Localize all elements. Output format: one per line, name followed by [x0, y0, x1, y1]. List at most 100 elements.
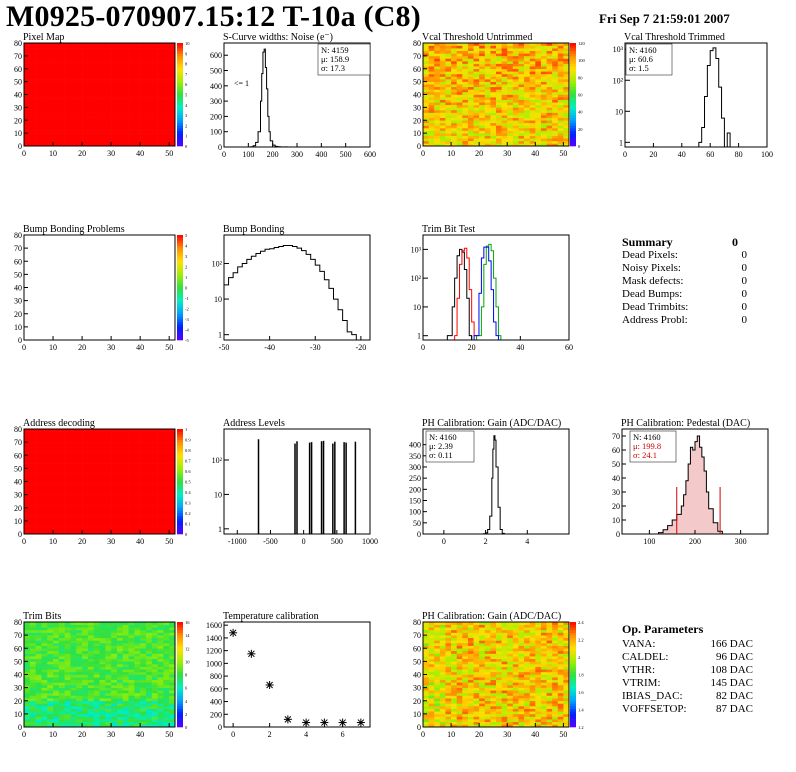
heatmap-cell — [47, 112, 54, 116]
heatmap-cell — [501, 86, 508, 90]
heatmap-cell — [111, 277, 118, 280]
heatmap-cell — [82, 305, 89, 309]
heatmap-cell — [82, 242, 89, 246]
heatmap-cell — [157, 687, 164, 691]
heatmap-cell — [105, 258, 112, 262]
heatmap-cell — [128, 719, 135, 723]
heatmap-cell — [24, 290, 31, 294]
heatmap-cell — [546, 61, 553, 64]
heatmap-cell — [151, 436, 158, 440]
heatmap-cell — [140, 724, 147, 728]
heatmap-cell — [87, 523, 94, 527]
heatmap-cell — [134, 513, 141, 516]
heatmap-cell — [140, 305, 147, 309]
heatmap-cell — [423, 55, 429, 59]
heatmap-cell — [64, 138, 71, 142]
heatmap-cell — [76, 91, 83, 95]
heatmap-cell — [134, 692, 141, 696]
heatmap-cell — [35, 235, 42, 238]
heatmap-cell — [134, 484, 141, 488]
heatmap-cell — [111, 66, 118, 70]
heatmap-cell — [41, 499, 48, 503]
heatmap-cell — [467, 112, 474, 116]
heatmap-cell — [82, 277, 89, 280]
heatmap-cell — [76, 55, 83, 59]
colorbar-segment — [177, 484, 183, 488]
heatmap-cell — [41, 94, 48, 98]
heatmap-cell — [163, 43, 170, 46]
heatmap-cell — [87, 319, 94, 322]
heatmap-cell — [105, 104, 112, 108]
heatmap-cell — [64, 690, 71, 694]
heatmap-cell — [29, 135, 36, 139]
heatmap-cell — [99, 494, 106, 498]
heatmap-cell — [111, 489, 118, 493]
heatmap-cell — [439, 120, 446, 124]
heatmap-cell — [151, 48, 158, 52]
heatmap-cell — [82, 68, 89, 72]
heatmap-cell — [70, 692, 77, 696]
heatmap-cell — [557, 66, 564, 70]
heatmap-cell — [47, 337, 54, 341]
heatmap-cell — [82, 507, 89, 511]
heatmap-cell — [428, 125, 435, 129]
heatmap-cell — [64, 679, 71, 683]
heatmap-cell — [105, 679, 112, 683]
heatmap-cell — [64, 518, 71, 522]
heatmap-cell — [169, 724, 176, 728]
heatmap-cell — [128, 468, 135, 472]
heatmap-cell — [105, 48, 112, 52]
heatmap-cell — [47, 245, 54, 249]
heatmap-cell — [134, 53, 141, 57]
heatmap-cell — [445, 43, 452, 46]
heatmap-cell — [122, 700, 129, 704]
heatmap-cell — [82, 706, 89, 709]
heatmap-cell — [128, 687, 135, 691]
heatmap-cell — [47, 91, 54, 95]
heatmap-cell — [47, 48, 54, 52]
heatmap-cell — [490, 127, 497, 131]
heatmap-cell — [145, 502, 153, 506]
heatmap-cell — [70, 434, 77, 438]
heatmap-cell — [53, 311, 60, 315]
heatmap-cell — [93, 138, 100, 142]
heatmap-cell — [24, 471, 31, 474]
heatmap-cell — [64, 308, 71, 312]
heatmap-cell — [58, 295, 65, 299]
heatmap-cell — [512, 117, 519, 121]
heatmap-cell — [157, 305, 164, 309]
colorbar-label: 4 — [185, 244, 188, 249]
heatmap-cell — [473, 81, 480, 85]
heatmap-cell — [151, 321, 158, 325]
heatmap-cell — [134, 73, 141, 77]
heatmap-cell — [145, 50, 153, 54]
heatmap-cell — [70, 439, 77, 443]
heatmap-cell — [169, 526, 176, 530]
heatmap-cell — [134, 332, 141, 336]
heatmap-cell — [557, 50, 564, 54]
heatmap-cell — [151, 692, 158, 696]
heatmap-cell — [58, 682, 65, 686]
heatmap-cell — [41, 248, 48, 252]
heatmap-cell — [87, 133, 94, 136]
heatmap-cell — [47, 292, 54, 296]
heatmap-cell — [445, 97, 452, 100]
heatmap-cell — [35, 133, 42, 136]
heatmap-cell — [157, 319, 164, 322]
heatmap-cell — [128, 455, 135, 459]
heatmap-cell — [87, 58, 94, 62]
heatmap-cell — [140, 455, 147, 459]
heatmap-cell — [134, 685, 141, 688]
heatmap-cell — [58, 450, 65, 453]
heatmap-cell — [24, 311, 31, 315]
heatmap-cell — [145, 290, 153, 294]
heatmap-cell — [151, 248, 158, 252]
heatmap-cell — [29, 682, 36, 686]
heatmap-cell — [87, 476, 94, 480]
heatmap-cell — [111, 721, 118, 725]
heatmap-cell — [41, 140, 48, 144]
heatmap-cell — [140, 269, 147, 273]
colorbar-segment — [177, 329, 183, 333]
heatmap-cell — [64, 130, 71, 134]
heatmap-cell — [41, 97, 48, 100]
